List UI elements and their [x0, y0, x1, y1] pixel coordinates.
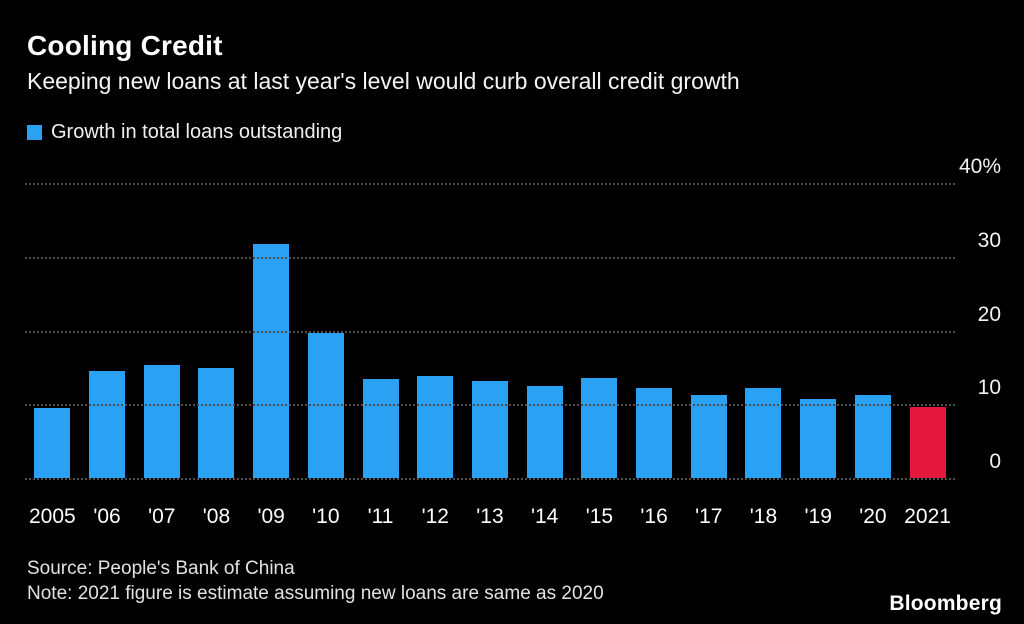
gridline-20 [25, 330, 955, 333]
bar-slot [80, 183, 135, 478]
bar-07 [143, 365, 180, 478]
bar-slot [846, 183, 901, 478]
bar-09 [253, 244, 290, 478]
bar-15 [581, 378, 618, 478]
gridline-30 [25, 256, 955, 259]
bar-08 [198, 368, 235, 478]
x-axis-label: '16 [640, 505, 668, 528]
gridline-0 [25, 478, 955, 480]
x-axis-label: '18 [749, 505, 778, 528]
bar-slot [627, 183, 682, 478]
bar-slot [517, 183, 572, 478]
bar-slot [681, 183, 736, 478]
y-axis-tick-label: 40% [958, 155, 1001, 178]
bar-14 [526, 385, 563, 478]
y-axis-tick-label: 10 [977, 376, 1001, 400]
y-axis-tick-label: 0 [989, 450, 1001, 473]
bar-slot [244, 183, 299, 478]
chart-subtitle: Keeping new loans at last year's level w… [27, 68, 740, 94]
x-axis-label: '15 [585, 505, 614, 528]
x-axis: 2005 '06 '07 '08 '09 '10 '11 '12 '13 '14 '15 '16 '17… [25, 505, 955, 529]
legend-label: Growth in total loans outstanding [51, 121, 343, 143]
legend: Growth in total loans outstanding [27, 121, 342, 144]
bar-slot [353, 183, 408, 478]
bar-2021 [909, 407, 946, 478]
y-axis-tick-label: 20 [977, 302, 1001, 326]
y-axis-tick-label: 30 [977, 228, 1001, 252]
bar-slot [134, 183, 189, 478]
chart-title: Cooling Credit [27, 30, 223, 61]
bar-slot [189, 183, 244, 478]
plot-area: 0 10 20 30 40% [25, 155, 1001, 480]
x-axis-label: '06 [93, 505, 121, 528]
x-axis-label: '20 [859, 505, 887, 528]
bar-slot [25, 183, 80, 478]
bar-slot [572, 183, 627, 478]
bar-19 [800, 399, 837, 478]
bar-06 [89, 371, 126, 478]
bar-slot [736, 183, 791, 478]
x-axis-label: '09 [257, 505, 285, 528]
x-axis-label: '12 [421, 505, 449, 528]
bar-2005 [34, 407, 71, 478]
x-axis-label: '14 [530, 505, 559, 528]
bar-12 [417, 375, 454, 478]
x-axis-label: '19 [804, 505, 832, 528]
x-axis-label: '13 [476, 505, 504, 528]
x-axis-label: '07 [148, 505, 176, 528]
gridline-10 [25, 404, 955, 407]
legend-swatch-icon [27, 125, 42, 140]
note-text: Note: 2021 figure is estimate assuming n… [27, 583, 604, 604]
bar-slot [463, 183, 518, 478]
bloomberg-logo: Bloomberg [889, 592, 1002, 615]
bar-13 [471, 381, 508, 478]
bar-slot [408, 183, 463, 478]
x-axis-label: '10 [312, 505, 340, 528]
source-text: Source: People's Bank of China [27, 558, 295, 579]
x-axis-label: '08 [202, 505, 231, 528]
bar-slot [791, 183, 846, 478]
bar-20 [854, 394, 891, 478]
x-axis-label: 2021 [904, 505, 951, 528]
bar-18 [745, 388, 782, 478]
bar-slot [900, 183, 955, 478]
bar-11 [362, 379, 399, 478]
gridline-40% [25, 183, 955, 185]
x-axis-label: '17 [695, 505, 723, 528]
bar-17 [690, 394, 727, 478]
x-axis-label: '11 [367, 505, 394, 528]
x-axis-label: 2005 [28, 505, 76, 528]
bar-16 [636, 388, 673, 478]
